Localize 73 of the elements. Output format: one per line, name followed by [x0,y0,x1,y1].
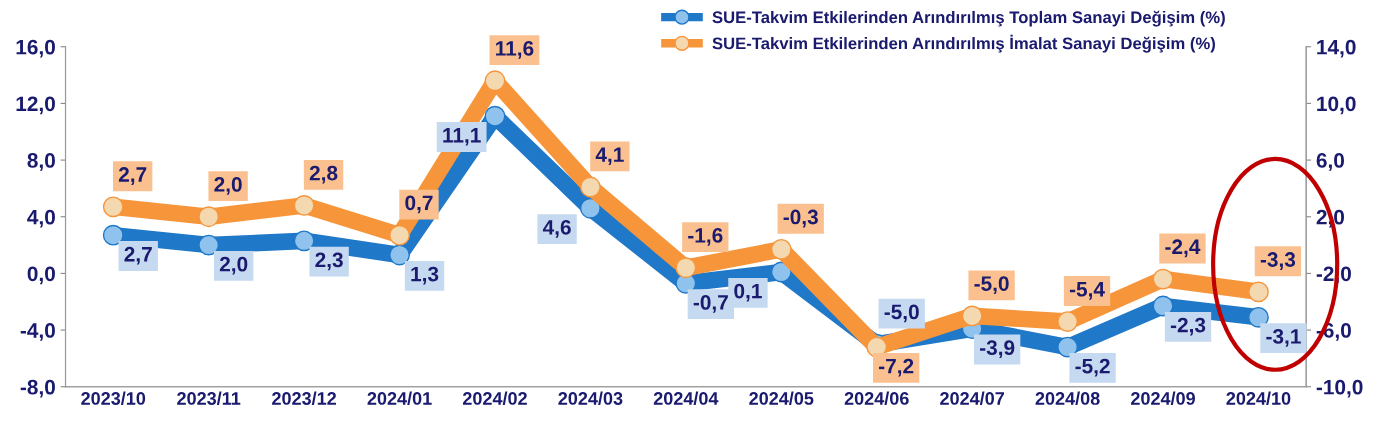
point [102,224,124,246]
data-label: -1,6 [688,228,723,246]
data-label: -5,0 [974,276,1009,294]
y-tick-label: -4,0 [20,323,55,341]
y2-tick-label: 6,0 [1316,153,1345,171]
legend-label: SUE-Takvim Etkilerinden Arındırılmış İmalat Sanayi Değişim (%) [712,34,1215,53]
x-tick-label: 2024/04 [653,391,719,406]
data-label: 1,3 [411,266,439,285]
y-tick-label: 16,0 [16,39,55,58]
legend-label: SUE-Takvim Etkilerinden Arındırılmış Toplam Sanayi Değişim (%) [712,10,1225,27]
point [389,224,410,246]
y2-tick-label: -10,0 [1316,379,1363,398]
data-label: 2,7 [124,246,152,265]
point [1152,268,1174,290]
data-label: -3,3 [1260,252,1296,270]
x-tick-label: 2023/12 [272,391,337,406]
point [961,305,983,327]
y2-tick-label: 10,0 [1317,96,1356,115]
y-tick-label: -8,0 [20,379,55,398]
y-tick-label: 0,0 [27,266,55,285]
data-label: -5,2 [1075,358,1110,377]
point [675,257,697,279]
x-tick-label: 2024/06 [844,391,909,406]
data-label: -2,4 [1165,239,1201,258]
x-tick-label: 2023/11 [177,391,241,406]
point [1057,311,1079,333]
point [293,230,315,252]
data-label: -5,4 [1069,282,1105,300]
data-label: -2,3 [1170,317,1206,336]
data-label: 4,1 [595,147,624,166]
x-tick-label: 2024/08 [1035,391,1100,406]
point [484,105,506,127]
data-label: -0,3 [783,209,818,228]
data-label: 2,3 [315,252,343,271]
y-tick-label: 12,0 [16,96,55,115]
data-label: -0,7 [693,295,728,313]
point [389,244,410,266]
data-label: -5,0 [884,304,919,323]
data-label: 11,6 [496,41,534,59]
data-label: 4,6 [542,219,571,238]
x-tick-label: 2024/10 [1226,391,1291,406]
point [484,70,506,92]
point [293,194,315,216]
x-tick-label: 2024/03 [558,391,623,406]
x-tick-label: 2024/07 [940,391,1004,406]
y-tick-label: 4,0 [27,209,55,228]
data-label: -7,2 [879,358,914,377]
data-label: -3,1 [1266,329,1301,347]
y2-tick-label: 14,0 [1317,39,1356,58]
point [770,238,792,260]
y-tick-label: 8,0 [27,153,55,171]
point [1057,336,1079,358]
point [1248,306,1269,328]
point [1248,281,1269,303]
point [579,197,601,219]
point [198,206,220,228]
data-label: 11,1 [443,128,481,146]
point [579,176,601,198]
x-tick-label: 2024/02 [462,391,527,406]
data-label: -3,9 [980,340,1015,359]
point [1152,295,1174,317]
data-label: 2,0 [214,177,242,195]
point [198,234,220,256]
x-tick-label: 2023/10 [81,391,146,406]
x-tick-label: 2024/01 [367,391,432,406]
data-label: 0,1 [734,283,762,302]
x-tick-label: 2024/09 [1131,391,1195,406]
data-label: 2,7 [118,167,147,185]
point [102,196,124,218]
data-label: 2,8 [309,165,338,184]
x-tick-label: 2024/05 [749,391,814,406]
data-label: 0,7 [405,195,433,214]
data-label: 2,0 [219,256,248,275]
